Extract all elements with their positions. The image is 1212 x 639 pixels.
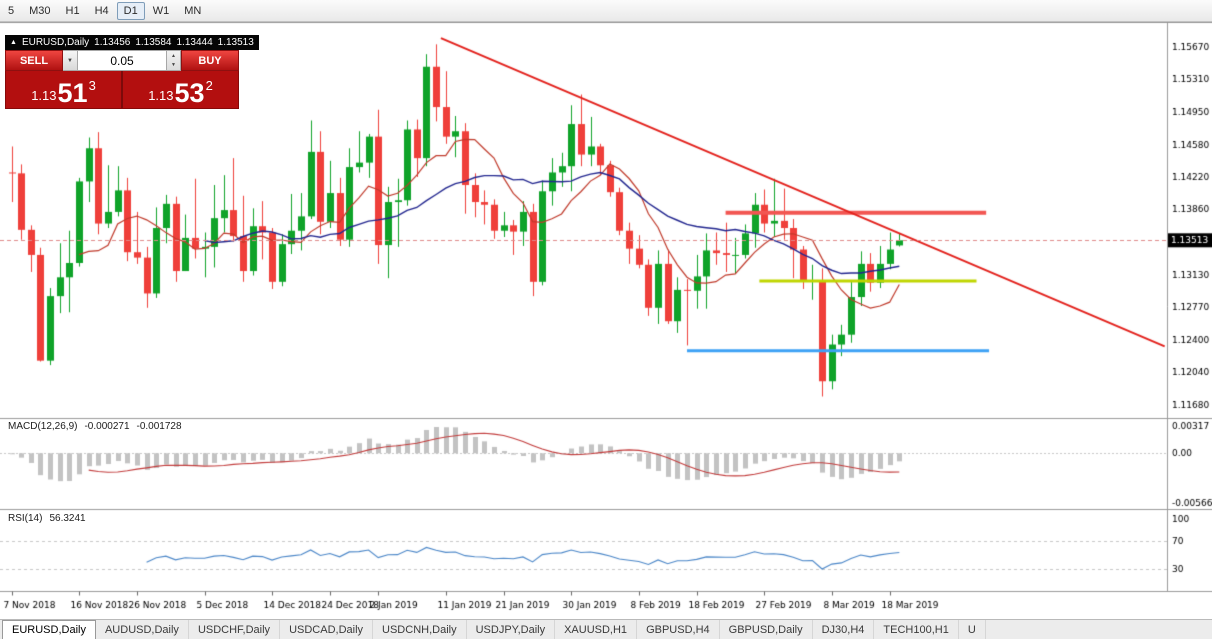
price-chart-canvas[interactable] [0,22,1212,619]
price-divider [121,71,123,108]
volume-dropdown-button[interactable]: ▼ [63,50,78,71]
ohlc-close: 1.13513 [217,37,254,48]
buy-price-pips: 53 [174,78,205,109]
chart-tab-gbpusd-daily[interactable]: GBPUSD,Daily [720,620,813,639]
chart-tab-usdchf-daily[interactable]: USDCHF,Daily [189,620,281,639]
volume-decrease-button[interactable]: ▼ [171,62,176,69]
symbol-title: EURUSD,Daily [21,37,90,48]
chart-tab-usdjpy-daily[interactable]: USDJPY,Daily [467,620,556,639]
sell-price-point: 3 [88,78,96,93]
chart-tab-tech100-h1[interactable]: TECH100,H1 [874,620,959,639]
timeframe-button-5[interactable]: 5 [1,2,21,20]
sell-price-display[interactable]: 1.13 51 3 [6,71,121,108]
chart-tab-xauusd-h1[interactable]: XAUUSD,H1 [555,620,638,639]
chart-tabbar: EURUSD,Daily AUDUSD,Daily USDCHF,Daily USDC… [0,619,1212,639]
one-click-trading-panel: SELL ▼ ▲ ▼ BUY 1.13 51 3 1.13 53 2 [5,50,239,109]
ohlc-high: 1.13584 [135,37,172,48]
symbol-ohlc-header: ▲ EURUSD,Daily 1.13456 1.13584 1.13444 1… [5,35,259,50]
macd-indicator-label: MACD(12,26,9) -0.000271 -0.001728 [8,421,182,432]
chart-tab-usdcad-daily[interactable]: USDCAD,Daily [280,620,374,639]
timeframe-toolbar: 5 M30 H1 H4 D1 W1 MN [0,0,1212,22]
chart-tab-u[interactable]: U [959,620,986,639]
macd-signal-value: -0.001728 [136,421,182,432]
buy-button[interactable]: BUY [181,50,239,71]
rsi-name: RSI(14) [8,513,43,524]
macd-main-value: -0.000271 [84,421,130,432]
chart-tab-eurusd-daily[interactable]: EURUSD,Daily [2,620,96,639]
timeframe-button-m30[interactable]: M30 [22,2,57,20]
collapse-icon[interactable]: ▲ [10,39,17,46]
ohlc-low: 1.13444 [176,37,213,48]
volume-input[interactable] [78,50,167,71]
sell-button[interactable]: SELL [5,50,63,71]
chart-window: ▲ EURUSD,Daily 1.13456 1.13584 1.13444 1… [0,22,1212,619]
timeframe-button-h1[interactable]: H1 [59,2,87,20]
volume-increase-button[interactable]: ▲ [171,52,176,59]
timeframe-button-w1[interactable]: W1 [146,2,177,20]
timeframe-button-h4[interactable]: H4 [88,2,116,20]
chart-tab-audusd-daily[interactable]: AUDUSD,Daily [96,620,189,639]
chevron-down-icon: ▼ [67,57,73,64]
rsi-indicator-label: RSI(14) 56.3241 [8,513,86,524]
volume-stepper: ▲ ▼ [167,50,181,71]
macd-name: MACD(12,26,9) [8,421,78,432]
buy-price-point: 2 [205,78,213,93]
sell-price-pips: 51 [57,78,88,109]
ohlc-open: 1.13456 [94,37,131,48]
buy-price-display[interactable]: 1.13 53 2 [123,71,238,108]
rsi-value: 56.3241 [49,513,86,524]
chart-tab-dj30-h4[interactable]: DJ30,H4 [813,620,875,639]
sell-price-figure: 1.13 [31,88,57,103]
chart-tab-gbpusd-h4[interactable]: GBPUSD,H4 [637,620,720,639]
buy-price-figure: 1.13 [148,88,174,103]
chart-tab-usdcnh-daily[interactable]: USDCNH,Daily [373,620,467,639]
timeframe-button-mn[interactable]: MN [177,2,208,20]
timeframe-button-d1[interactable]: D1 [116,1,145,20]
